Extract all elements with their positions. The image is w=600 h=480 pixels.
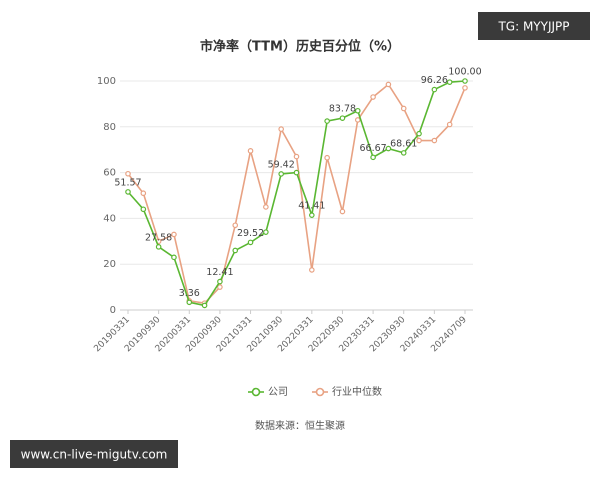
data-point — [339, 208, 346, 215]
data-point — [370, 154, 376, 161]
data-point — [247, 239, 254, 246]
legend-swatch — [315, 387, 325, 397]
data-point — [140, 190, 147, 197]
data-label: 41.41 — [298, 201, 325, 212]
data-label: 68.61 — [390, 138, 417, 149]
watermark: TG: MYYJJPP — [497, 20, 569, 34]
data-point — [155, 244, 162, 250]
data-label: 59.42 — [268, 159, 295, 170]
data-point — [446, 121, 453, 128]
data-point — [400, 105, 407, 112]
data-point — [171, 254, 177, 261]
data-label: 3.36 — [179, 288, 200, 299]
data-point — [309, 267, 315, 273]
data-point — [140, 206, 147, 213]
y-tick-label: 40 — [103, 213, 116, 224]
data-label: 100.00 — [448, 67, 481, 78]
watermark-box — [478, 12, 590, 40]
data-label: 66.67 — [359, 143, 386, 154]
data-label: 29.52 — [237, 228, 264, 239]
y-tick-label: 20 — [103, 259, 116, 270]
legend-label: 行业中位数 — [332, 385, 382, 398]
data-point — [339, 115, 346, 121]
y-tick-label: 60 — [103, 168, 116, 179]
data-label: 83.78 — [329, 104, 356, 115]
data-point — [217, 284, 223, 290]
data-point — [232, 222, 239, 229]
data-label: 27.58 — [145, 232, 172, 243]
data-point — [324, 118, 330, 124]
data-point — [354, 117, 361, 123]
data-point — [186, 299, 193, 306]
chart-title: 市净率（TTM）历史百分位（%） — [200, 39, 400, 55]
data-point — [400, 150, 407, 156]
data-point — [309, 212, 315, 218]
data-point — [370, 94, 376, 100]
data-point — [247, 148, 254, 154]
data-label: 96.26 — [421, 75, 448, 86]
legend-label: 公司 — [268, 387, 288, 398]
data-point — [431, 86, 438, 93]
data-point — [201, 302, 208, 309]
data-point — [263, 204, 269, 210]
data-point — [462, 78, 468, 84]
data-point — [324, 154, 330, 161]
data-point — [446, 79, 453, 85]
data-point — [278, 126, 284, 132]
data-point — [125, 189, 131, 195]
data-point — [354, 107, 361, 114]
data-label: 12.41 — [206, 267, 233, 278]
data-point — [293, 169, 300, 176]
source-note: 数据来源：恒生聚源 — [255, 419, 345, 432]
watermark-box — [10, 440, 178, 468]
data-point — [431, 137, 438, 144]
data-point — [171, 231, 177, 238]
legend-swatch — [251, 387, 261, 397]
data-point — [293, 153, 300, 160]
y-tick-label: 80 — [103, 122, 116, 133]
y-tick-label: 0 — [110, 305, 116, 316]
data-point — [385, 145, 392, 152]
data-point — [263, 229, 269, 235]
data-point — [385, 81, 392, 88]
data-point — [232, 247, 239, 254]
data-point — [462, 85, 468, 91]
data-point — [416, 137, 422, 144]
data-point — [125, 170, 131, 177]
watermark: www.cn-live-migutv.com — [21, 448, 168, 462]
data-point — [416, 130, 422, 137]
data-point — [278, 171, 284, 177]
data-label: 51.57 — [114, 177, 141, 188]
y-tick-label: 100 — [97, 76, 116, 87]
data-point — [217, 278, 223, 285]
